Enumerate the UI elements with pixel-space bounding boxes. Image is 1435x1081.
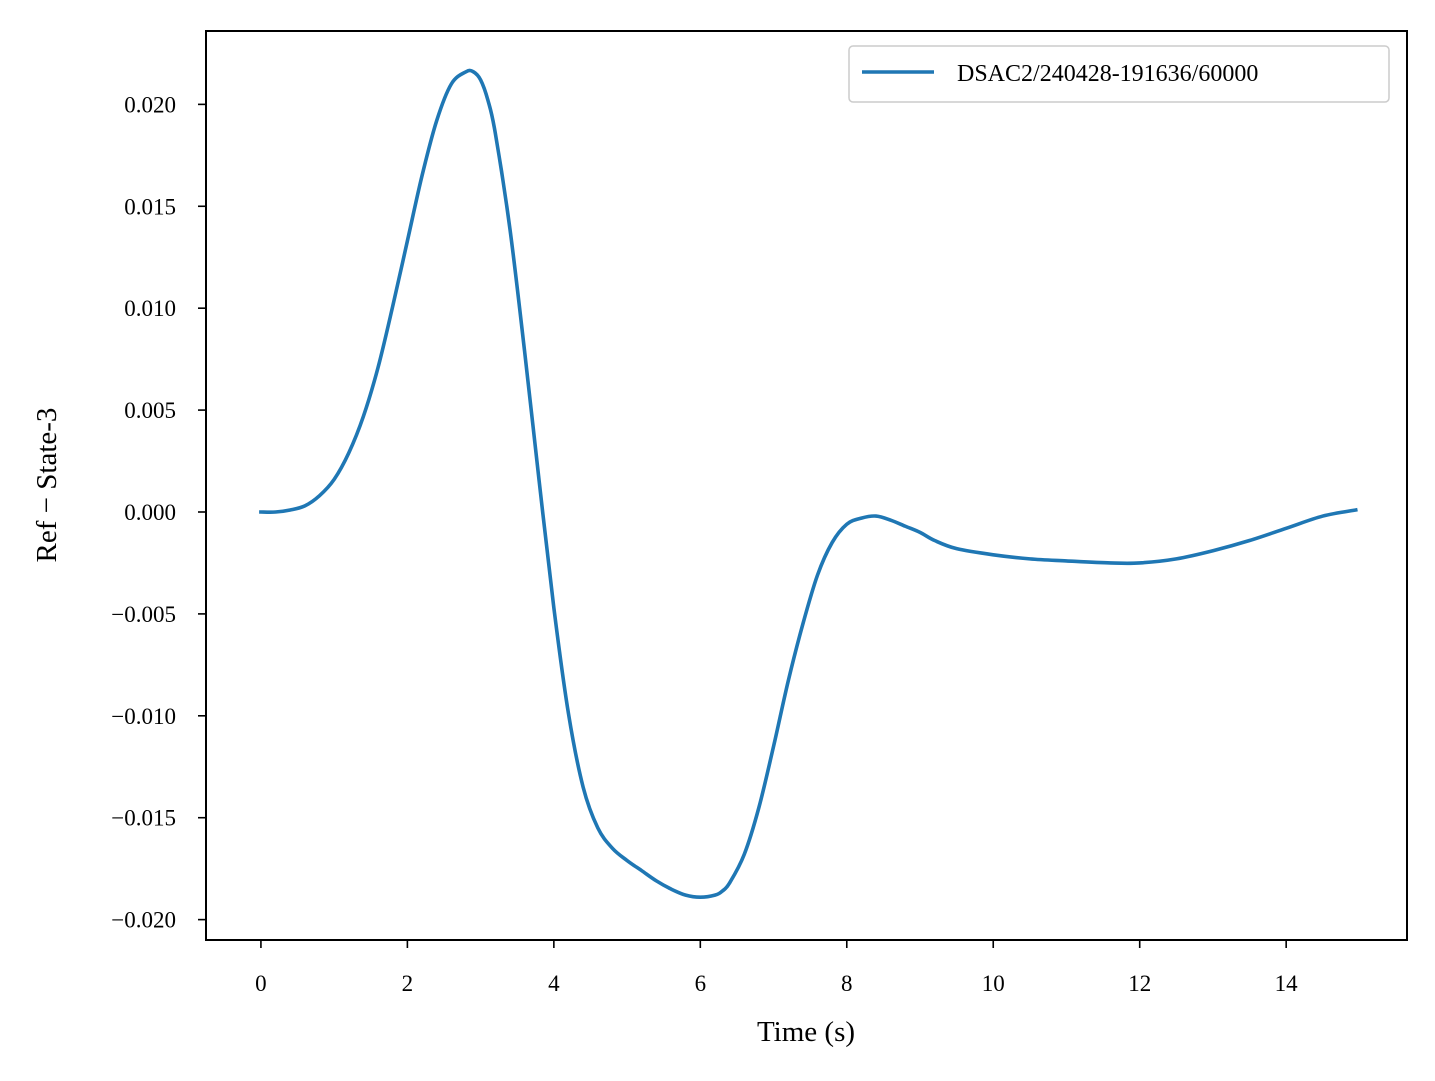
x-tick-label: 2 bbox=[402, 971, 414, 996]
legend-label: DSAC2/240428-191636/60000 bbox=[957, 61, 1258, 87]
y-axis-label: Ref − State-3 bbox=[31, 408, 63, 563]
series-layer bbox=[259, 68, 1358, 899]
y-tick-label: 0.015 bbox=[124, 194, 176, 219]
y-axis-ticks: 0.020 0.015 0.010 0.005 0.000 −0.005 −0.010 −0.… bbox=[111, 92, 206, 933]
y-tick-label: −0.015 bbox=[111, 806, 176, 831]
y-tick-label: −0.005 bbox=[111, 602, 176, 627]
series-line bbox=[259, 68, 1358, 899]
y-tick-label: −0.010 bbox=[111, 704, 176, 729]
x-axis-ticks: 0 2 4 6 8 10 12 14 bbox=[255, 940, 1298, 996]
y-tick-label: −0.020 bbox=[111, 908, 176, 933]
y-tick-label: 0.010 bbox=[124, 296, 176, 321]
x-tick-label: 4 bbox=[548, 971, 560, 996]
x-tick-label: 12 bbox=[1128, 971, 1151, 996]
y-tick-label: 0.020 bbox=[124, 92, 176, 117]
x-tick-label: 14 bbox=[1275, 971, 1299, 996]
plot-frame bbox=[205, 30, 1408, 941]
x-tick-label: 6 bbox=[695, 971, 707, 996]
legend-box bbox=[848, 45, 1390, 103]
x-tick-label: 10 bbox=[982, 971, 1005, 996]
x-tick-label: 8 bbox=[841, 971, 853, 996]
legend: DSAC2/240428-191636/60000 bbox=[848, 45, 1390, 103]
plot-area bbox=[206, 31, 1407, 940]
x-tick-label: 0 bbox=[255, 971, 267, 996]
y-tick-label: 0.000 bbox=[124, 500, 176, 525]
y-tick-label: 0.005 bbox=[124, 398, 176, 423]
x-axis-label: Time (s) bbox=[757, 1016, 855, 1048]
